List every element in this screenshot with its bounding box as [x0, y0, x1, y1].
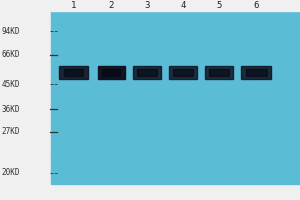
- Text: 4: 4: [180, 1, 186, 10]
- Bar: [51, 5, 300, 11]
- Bar: [133, 66, 161, 79]
- Text: 20KD: 20KD: [2, 168, 20, 177]
- Bar: [59, 66, 88, 79]
- Text: 45KD: 45KD: [2, 80, 20, 89]
- Bar: [98, 66, 124, 79]
- Text: 1: 1: [71, 1, 76, 10]
- Text: 36KD: 36KD: [2, 105, 20, 114]
- Text: 2: 2: [108, 1, 114, 10]
- Bar: [0, 5, 51, 200]
- Text: 27KD: 27KD: [2, 127, 20, 136]
- Text: 5: 5: [216, 1, 222, 10]
- Bar: [169, 66, 197, 79]
- Bar: [246, 69, 267, 76]
- Text: 3: 3: [144, 1, 150, 10]
- Bar: [173, 69, 193, 76]
- Bar: [64, 69, 83, 76]
- Text: 6: 6: [254, 1, 259, 10]
- Text: 66KD: 66KD: [2, 50, 20, 59]
- Bar: [242, 66, 272, 79]
- Text: 94KD: 94KD: [2, 27, 20, 36]
- Bar: [205, 66, 233, 79]
- Bar: [51, 11, 300, 184]
- Bar: [102, 69, 121, 76]
- Bar: [209, 69, 229, 76]
- Bar: [137, 69, 157, 76]
